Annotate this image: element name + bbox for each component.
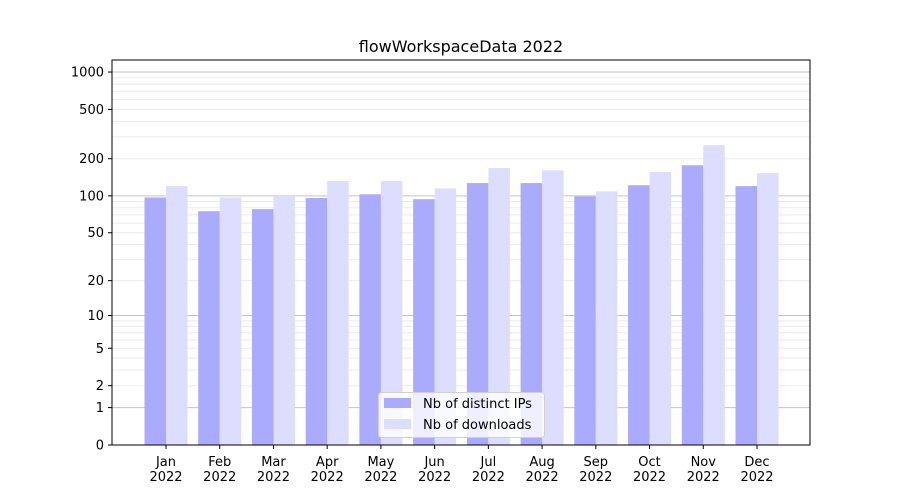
x-tick-label: 2022 [257, 470, 290, 485]
x-tick-label: Jan [155, 455, 176, 470]
x-tick-label: Oct [638, 455, 660, 470]
bar-distinct-ips [735, 186, 757, 446]
x-tick-label: 2022 [740, 470, 773, 485]
legend-box [378, 392, 545, 438]
x-tick-label: 2022 [203, 470, 236, 485]
y-tick-label: 1 [96, 401, 104, 416]
bar-distinct-ips [144, 197, 166, 445]
y-tick-label: 200 [79, 152, 104, 167]
legend-swatch [384, 398, 411, 408]
y-tick-label: 500 [79, 103, 104, 118]
bar-downloads [595, 191, 618, 445]
bar-downloads [434, 188, 457, 445]
bars [144, 145, 779, 446]
x-tick-label: Jun [423, 455, 444, 470]
legend-swatch [384, 419, 411, 429]
bar-downloads [327, 180, 349, 446]
bar-downloads [703, 145, 725, 445]
x-tick-label: May [367, 455, 394, 470]
x-tick-label: 2022 [472, 470, 505, 485]
x-tick-label: 2022 [579, 470, 612, 485]
bar-distinct-ips [574, 196, 596, 445]
y-tick-label: 10 [87, 309, 104, 324]
bar-distinct-ips [681, 165, 704, 445]
x-tick-label: 2022 [633, 470, 666, 485]
bar-distinct-ips [520, 183, 543, 445]
legend-label: Nb of distinct IPs [423, 397, 532, 412]
x-tick-label: Nov [691, 455, 717, 470]
bar-downloads [488, 168, 510, 445]
legend: Nb of distinct IPs Nb of downloads [378, 392, 545, 438]
y-tick-label: 100 [79, 189, 104, 204]
x-tick-label: Sep [584, 455, 609, 470]
x-axis: Jan2022Feb2022Mar2022Apr2022May2022Jun20… [149, 445, 774, 485]
bar-downloads [273, 195, 295, 445]
bar-distinct-ips [359, 194, 381, 445]
y-tick-label: 50 [87, 226, 104, 241]
bar-downloads [649, 172, 672, 445]
bar-downloads [757, 173, 779, 445]
bar-distinct-ips [628, 185, 650, 446]
legend-label: Nb of downloads [423, 418, 532, 433]
bar-downloads [380, 180, 403, 446]
y-tick-label: 1000 [71, 66, 104, 81]
bar-distinct-ips [466, 183, 489, 445]
y-axis: 0 1 2 5 10 20 50 100 200 500 1000 [71, 66, 112, 454]
x-tick-label: Mar [261, 455, 286, 470]
x-tick-label: Feb [208, 455, 231, 470]
x-tick-label: 2022 [418, 470, 451, 485]
x-tick-label: 2022 [364, 470, 397, 485]
y-tick-label: 0 [96, 439, 104, 454]
bar-distinct-ips [251, 209, 274, 445]
bar-downloads [542, 170, 564, 446]
plot-frame [111, 59, 811, 446]
x-tick-label: 2022 [311, 470, 344, 485]
bar-downloads [219, 197, 242, 445]
y-tick-label: 5 [96, 342, 104, 357]
x-tick-label: Dec [744, 455, 769, 470]
x-tick-label: Apr [316, 455, 339, 470]
x-tick-label: Jul [480, 455, 497, 470]
bar-distinct-ips [305, 198, 328, 445]
x-tick-label: Aug [529, 455, 554, 470]
y-tick-label: 20 [87, 274, 104, 289]
x-tick-label: 2022 [526, 470, 559, 485]
x-tick-label: 2022 [687, 470, 720, 485]
chart-title: flowWorkspaceData 2022 [359, 37, 563, 56]
bar-distinct-ips [198, 211, 220, 445]
y-tick-label: 2 [96, 379, 104, 394]
x-tick-label: 2022 [149, 470, 182, 485]
bar-downloads [166, 186, 188, 446]
bar-distinct-ips [413, 199, 435, 445]
